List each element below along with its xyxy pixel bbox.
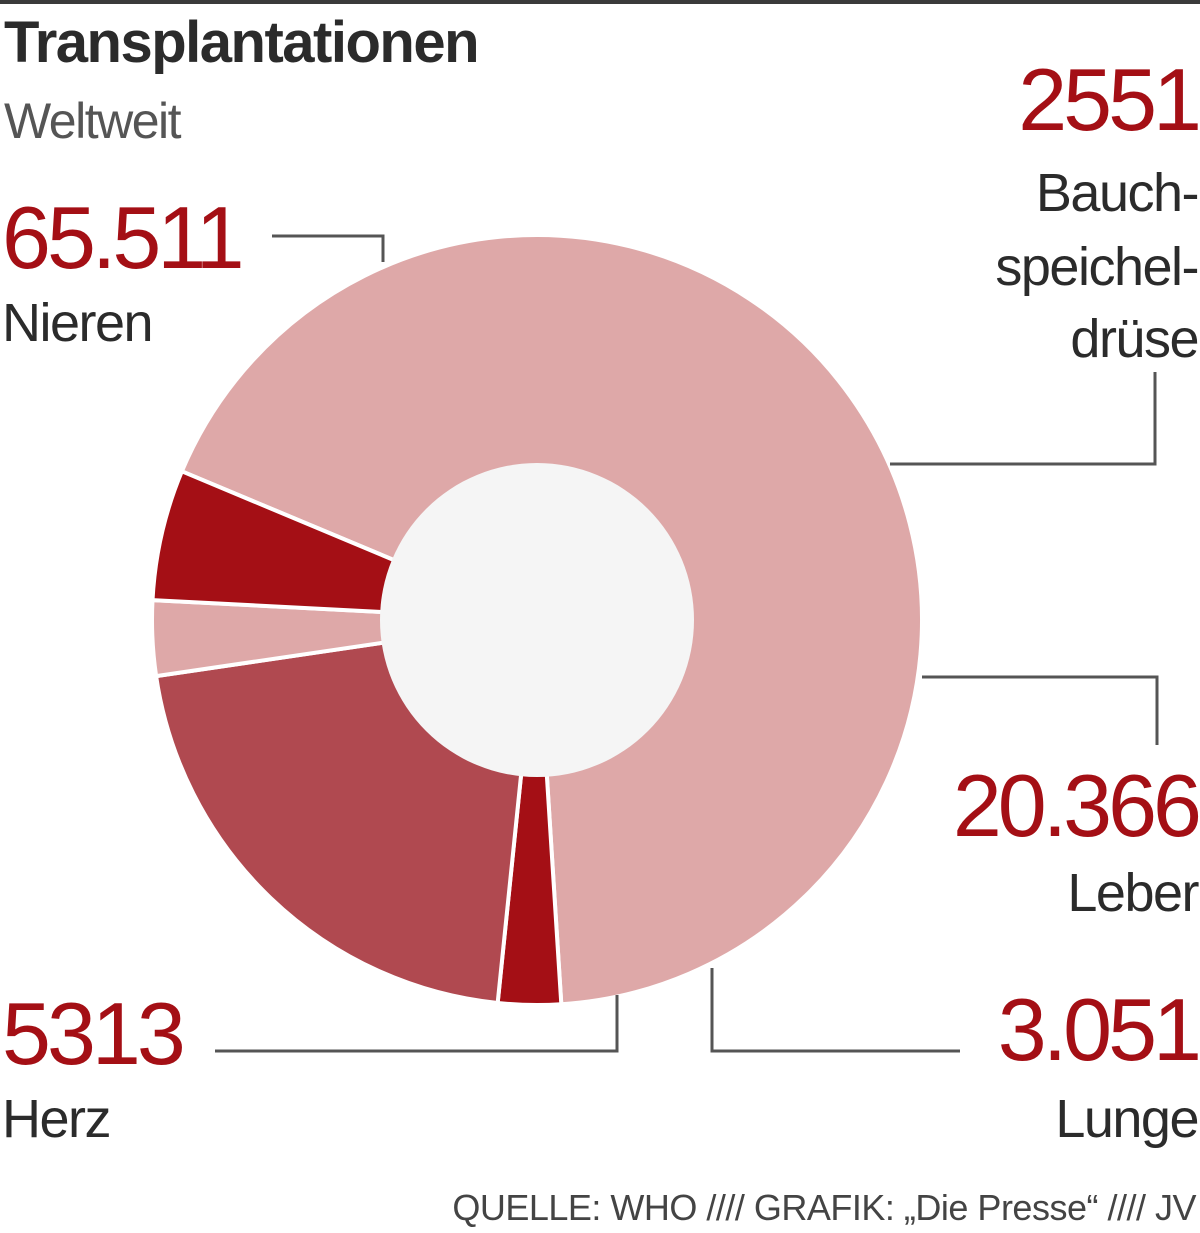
- leader-line-nieren: [272, 234, 385, 262]
- value-nieren: 65.511: [2, 188, 245, 287]
- label-herz: Herz: [2, 1089, 112, 1149]
- value-leber: 20.366: [952, 756, 1200, 855]
- donut-center: [380, 463, 694, 777]
- label-leber: Leber: [1067, 863, 1199, 923]
- value-herz: 5313: [2, 984, 186, 1083]
- chart-title: Transplantationen: [4, 10, 480, 75]
- leader-lines: [215, 234, 1159, 1053]
- label-bauch-line2: speichel-: [995, 237, 1199, 297]
- leader-line-bauch: [890, 372, 1157, 466]
- label-nieren: Nieren: [2, 293, 154, 353]
- leader-line-lunge: [710, 968, 960, 1053]
- label-bauch-line3: drüse: [1070, 309, 1199, 369]
- leader-line-leber: [922, 675, 1159, 745]
- value-bauch: 2551: [1018, 50, 1200, 149]
- leader-line-herz: [215, 995, 619, 1053]
- top-rule: [0, 0, 1200, 4]
- value-lunge: 3.051: [997, 980, 1200, 1079]
- label-lunge: Lunge: [1055, 1089, 1199, 1149]
- source-credit: QUELLE: WHO //// GRAFIK: „Die Presse“ //…: [452, 1187, 1196, 1228]
- label-bauch-line1: Bauch-: [1035, 163, 1200, 223]
- chart-subtitle: Weltweit: [4, 93, 182, 149]
